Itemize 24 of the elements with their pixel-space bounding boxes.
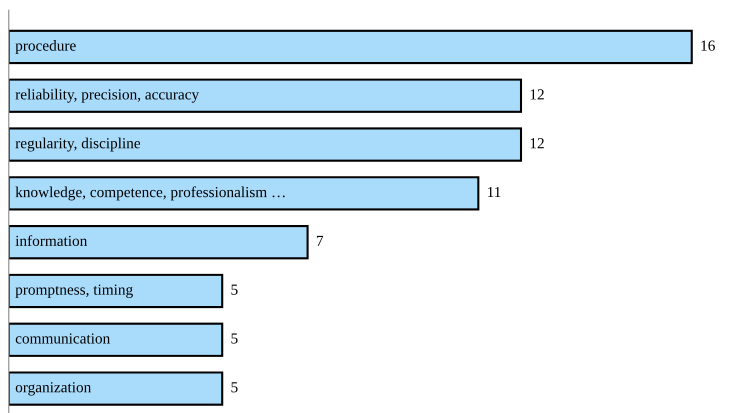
y-tick-label: procedure — [15, 40, 76, 54]
data-label: 16 — [701, 40, 715, 51]
bar — [8, 176, 480, 211]
bar — [8, 78, 522, 113]
y-tick-label: communication — [16, 333, 110, 344]
bar — [8, 322, 224, 357]
y-tick-label: information — [16, 235, 88, 246]
y-tick-label: reliability, precision, accuracy — [15, 88, 200, 103]
data-label: 5 — [231, 284, 238, 295]
data-label: 7 — [316, 236, 324, 246]
bar — [8, 30, 693, 64]
y-tick-label: promptness, timing — [15, 284, 133, 298]
y-tick-label: knowledge, competence, professionalism … — [15, 186, 285, 200]
data-label: 5 — [231, 382, 238, 392]
bar — [8, 127, 522, 162]
bar — [8, 225, 309, 260]
y-tick-label: regularity, discipline — [15, 138, 140, 152]
data-label: 11 — [488, 186, 500, 198]
data-label: 12 — [530, 138, 544, 148]
bar — [8, 371, 224, 406]
y-tick-label: organization — [16, 382, 92, 396]
data-label: 12 — [530, 89, 544, 100]
data-label: 5 — [231, 333, 238, 344]
bar — [8, 274, 224, 308]
